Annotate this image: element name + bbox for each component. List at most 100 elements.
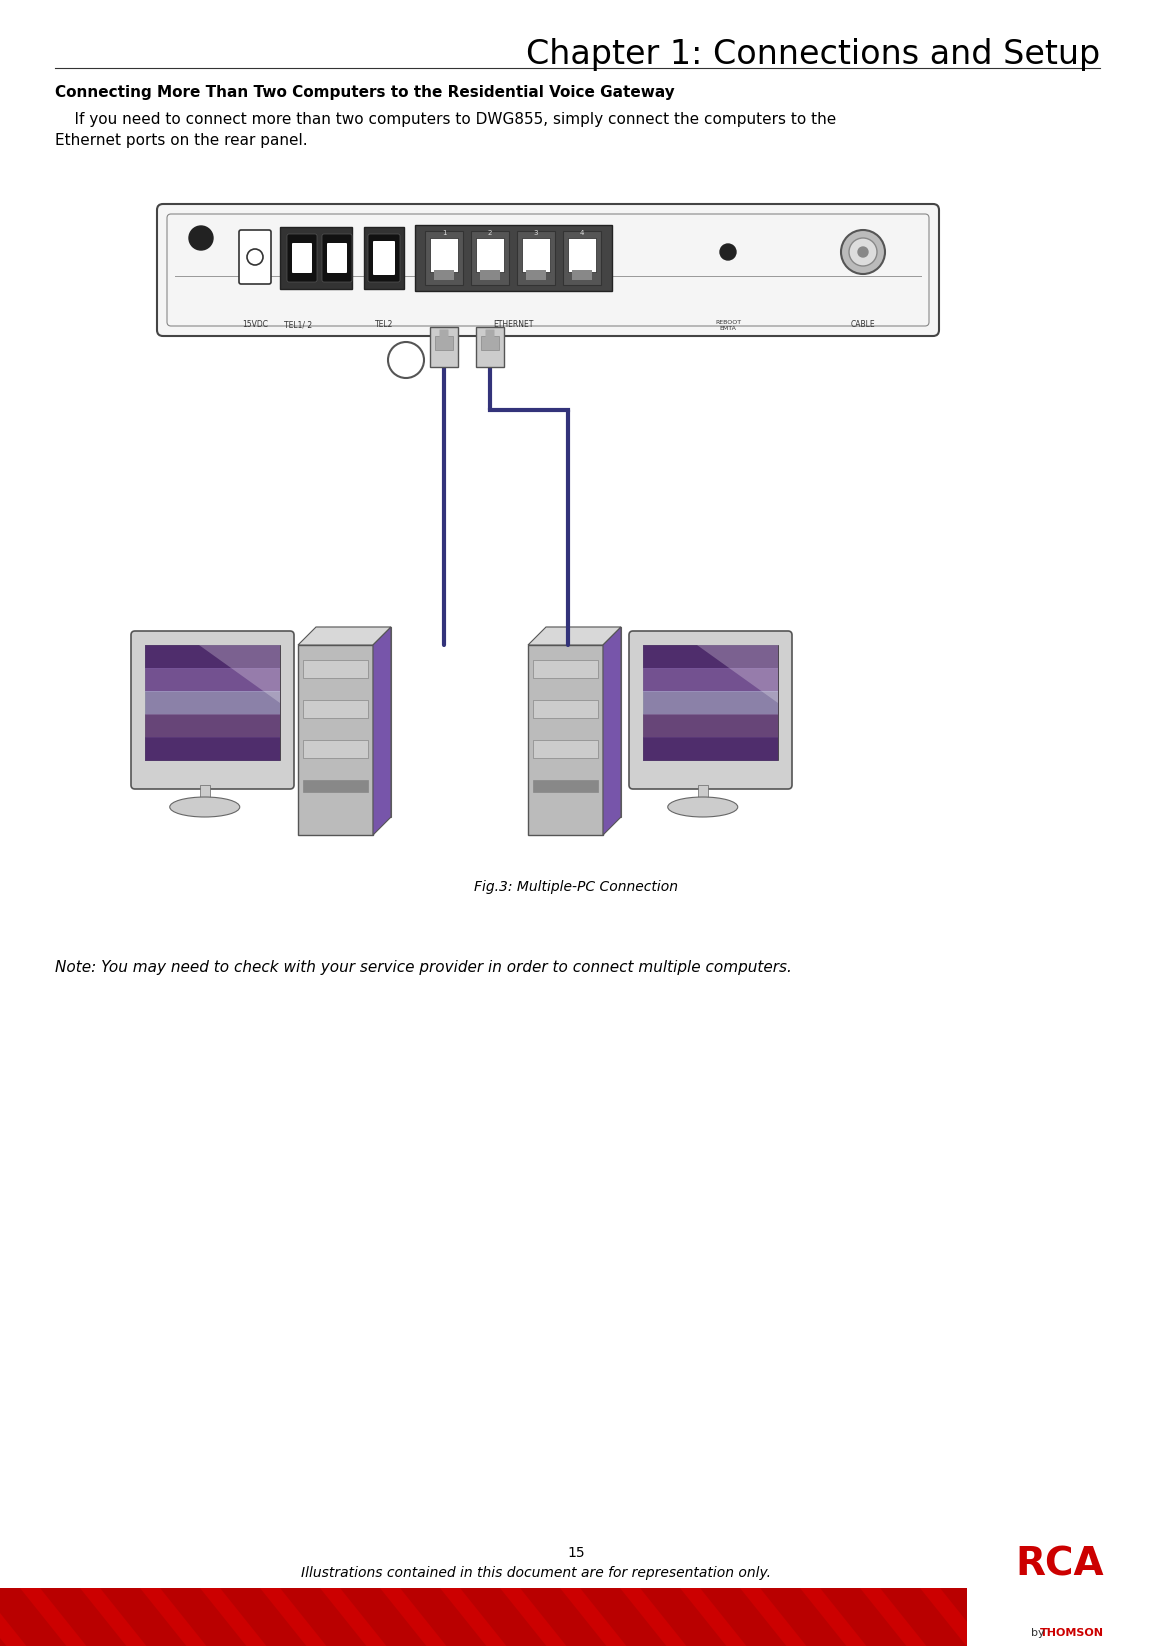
FancyBboxPatch shape [480, 270, 500, 280]
FancyBboxPatch shape [522, 239, 550, 272]
Polygon shape [340, 1588, 426, 1646]
Polygon shape [460, 1588, 546, 1646]
Circle shape [841, 230, 885, 273]
Polygon shape [520, 1588, 606, 1646]
Text: Ethernet ports on the rear panel.: Ethernet ports on the rear panel. [55, 133, 308, 148]
FancyBboxPatch shape [303, 780, 367, 792]
Text: TEL2: TEL2 [374, 319, 393, 329]
Text: Fig.3: Multiple-PC Connection: Fig.3: Multiple-PC Connection [473, 881, 679, 894]
FancyBboxPatch shape [157, 204, 939, 336]
FancyBboxPatch shape [440, 329, 448, 337]
Polygon shape [316, 627, 391, 816]
FancyBboxPatch shape [643, 645, 778, 668]
FancyBboxPatch shape [287, 234, 317, 281]
Text: 2: 2 [487, 230, 492, 235]
Polygon shape [697, 645, 778, 703]
FancyBboxPatch shape [533, 741, 598, 759]
FancyBboxPatch shape [533, 780, 598, 792]
Polygon shape [0, 1588, 67, 1646]
Text: ETHERNET: ETHERNET [493, 319, 533, 329]
Text: 1: 1 [441, 230, 446, 235]
Text: Illustrations contained in this document are for representation only.: Illustrations contained in this document… [301, 1565, 771, 1580]
Polygon shape [880, 1588, 967, 1646]
FancyBboxPatch shape [528, 645, 602, 835]
Polygon shape [40, 1588, 127, 1646]
Ellipse shape [668, 797, 737, 816]
Text: TEL1/ 2: TEL1/ 2 [283, 319, 312, 329]
Circle shape [849, 239, 877, 267]
FancyBboxPatch shape [367, 234, 400, 281]
FancyBboxPatch shape [298, 645, 373, 835]
Polygon shape [280, 1588, 366, 1646]
FancyBboxPatch shape [485, 329, 494, 337]
FancyBboxPatch shape [145, 645, 280, 760]
Polygon shape [1120, 1588, 1152, 1646]
Polygon shape [100, 1588, 187, 1646]
Polygon shape [546, 627, 621, 816]
Text: 3: 3 [533, 230, 538, 235]
Text: Chapter 1: Connections and Setup: Chapter 1: Connections and Setup [525, 38, 1100, 71]
FancyBboxPatch shape [145, 645, 280, 668]
FancyBboxPatch shape [698, 785, 707, 803]
Text: 4: 4 [579, 230, 584, 235]
Polygon shape [1000, 1588, 1086, 1646]
Text: REBOOT
EMTA: REBOOT EMTA [715, 319, 741, 331]
FancyBboxPatch shape [323, 234, 353, 281]
Polygon shape [0, 1588, 7, 1646]
Polygon shape [579, 1588, 666, 1646]
Text: by: by [1031, 1628, 1045, 1638]
FancyBboxPatch shape [238, 230, 271, 285]
Polygon shape [298, 627, 391, 645]
FancyBboxPatch shape [145, 668, 280, 691]
FancyBboxPatch shape [533, 700, 598, 718]
Polygon shape [641, 1588, 727, 1646]
FancyBboxPatch shape [476, 239, 505, 272]
FancyBboxPatch shape [435, 336, 453, 351]
Text: 15VDC: 15VDC [242, 319, 268, 329]
Text: Note: You may need to check with your service provider in order to connect multi: Note: You may need to check with your se… [55, 960, 791, 974]
FancyBboxPatch shape [482, 336, 499, 351]
Bar [967, 1559, 1152, 1646]
FancyBboxPatch shape [434, 270, 454, 280]
FancyBboxPatch shape [425, 230, 463, 285]
FancyBboxPatch shape [643, 737, 778, 760]
FancyBboxPatch shape [145, 737, 280, 760]
Text: Connecting More Than Two Computers to the Residential Voice Gateway: Connecting More Than Two Computers to th… [55, 86, 675, 100]
FancyBboxPatch shape [199, 785, 210, 803]
Ellipse shape [169, 797, 240, 816]
FancyBboxPatch shape [563, 230, 601, 285]
FancyBboxPatch shape [643, 645, 778, 760]
FancyBboxPatch shape [517, 230, 555, 285]
FancyBboxPatch shape [533, 660, 598, 678]
FancyBboxPatch shape [167, 214, 929, 326]
FancyBboxPatch shape [573, 270, 592, 280]
Polygon shape [199, 645, 280, 703]
FancyBboxPatch shape [430, 328, 458, 367]
Circle shape [720, 244, 736, 260]
FancyBboxPatch shape [303, 700, 367, 718]
Polygon shape [1060, 1588, 1146, 1646]
FancyBboxPatch shape [373, 240, 395, 275]
Bar [0, 1588, 1152, 1646]
Text: THOMSON: THOMSON [1039, 1628, 1104, 1638]
Polygon shape [940, 1588, 1026, 1646]
FancyBboxPatch shape [568, 239, 596, 272]
Polygon shape [160, 1588, 247, 1646]
FancyBboxPatch shape [291, 244, 312, 273]
FancyBboxPatch shape [643, 714, 778, 737]
FancyBboxPatch shape [280, 227, 353, 290]
Text: CABLE: CABLE [850, 319, 876, 329]
Polygon shape [400, 1588, 486, 1646]
Polygon shape [760, 1588, 847, 1646]
FancyBboxPatch shape [327, 244, 347, 273]
Circle shape [189, 226, 213, 250]
FancyBboxPatch shape [643, 668, 778, 691]
FancyBboxPatch shape [526, 270, 546, 280]
FancyBboxPatch shape [145, 714, 280, 737]
Polygon shape [528, 627, 621, 645]
Polygon shape [220, 1588, 306, 1646]
Text: RCA: RCA [1015, 1546, 1104, 1583]
FancyBboxPatch shape [303, 660, 367, 678]
Circle shape [858, 247, 867, 257]
Polygon shape [820, 1588, 907, 1646]
